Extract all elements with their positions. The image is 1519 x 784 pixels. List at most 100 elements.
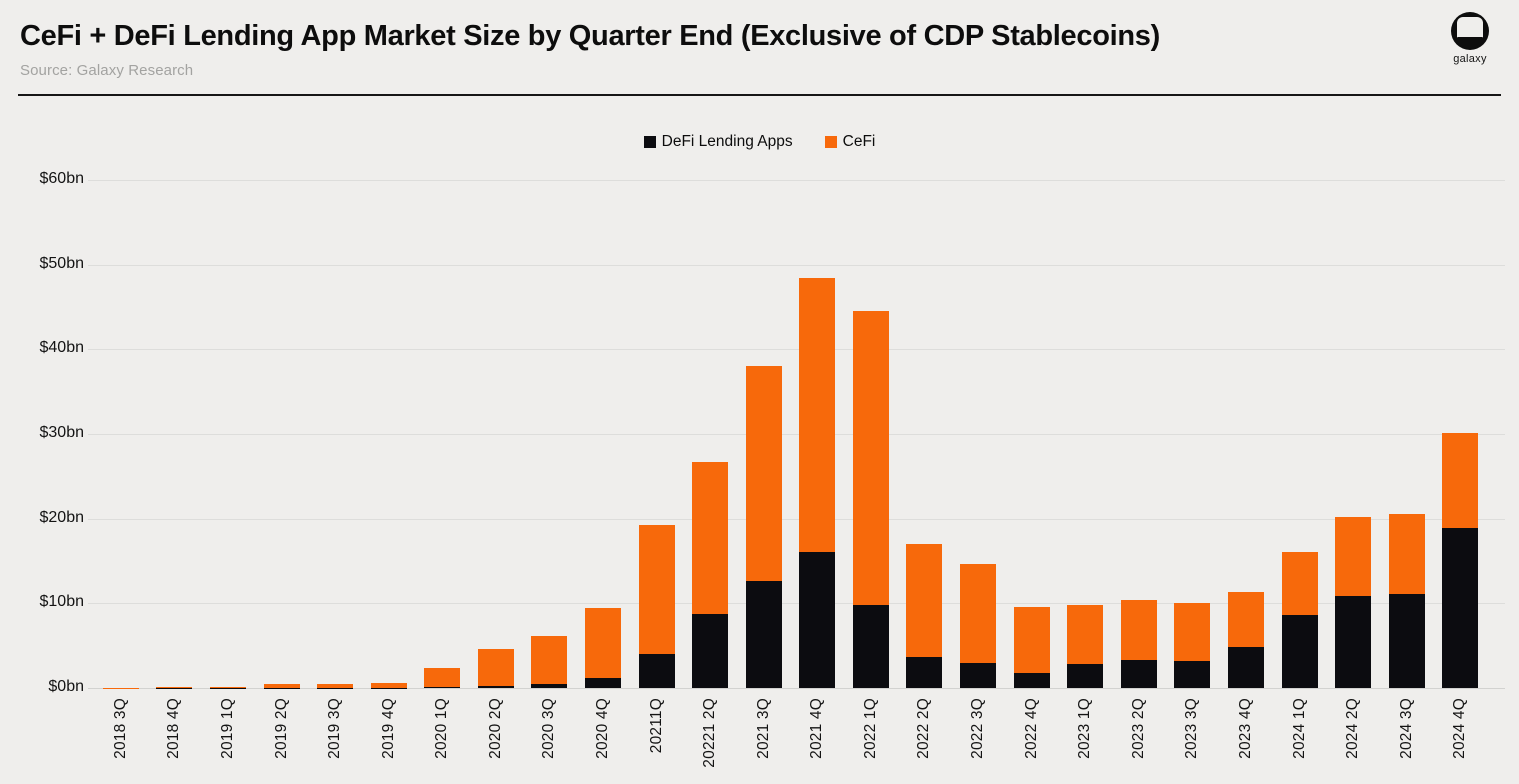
- bar-segment-cefi: [1174, 602, 1211, 661]
- bar-20221-2q: [692, 461, 729, 688]
- bar-segment-defi: [477, 686, 514, 688]
- x-tick-label: 2024 1Q: [1290, 698, 1308, 759]
- bar-2022-3q: [960, 564, 996, 688]
- bar-segment-cefi: [156, 686, 193, 688]
- bar-segment-cefi: [317, 684, 354, 688]
- gridline-0bn: [88, 688, 1505, 689]
- x-tick-label: 2022 4Q: [1022, 698, 1040, 759]
- galaxy-logo-bar: [1457, 37, 1483, 44]
- x-tick-label: 2024 2Q: [1344, 698, 1362, 759]
- cefi-swatch-icon: [824, 136, 837, 148]
- bar-2024-3q: [1388, 514, 1425, 688]
- x-tick-label: 2018 4Q: [165, 698, 183, 759]
- bar-segment-cefi: [692, 461, 729, 614]
- plot-grid: [88, 0, 1505, 784]
- bar-2024-1q: [1281, 551, 1318, 688]
- bar-2023-1q: [1067, 605, 1104, 688]
- bar-segment-cefi: [1067, 605, 1104, 665]
- legend-item-defi: DeFi Lending Apps: [643, 133, 793, 151]
- gridline-30bn: [88, 434, 1505, 435]
- bar-segment-defi: [1335, 595, 1372, 688]
- galaxy-logo-text: galaxy: [1453, 53, 1487, 65]
- x-tick-label: 2022 1Q: [861, 698, 879, 759]
- x-tick-label: 2023 1Q: [1076, 698, 1094, 759]
- bar-segment-defi: [745, 580, 782, 688]
- bar-2022-4q: [1013, 606, 1050, 688]
- x-tick-label: 2018 3Q: [111, 698, 129, 759]
- bar-2021-4q: [799, 278, 836, 688]
- bar-segment-defi: [424, 687, 461, 688]
- bar-segment-cefi: [370, 683, 407, 688]
- y-tick-label: $0bn: [48, 678, 84, 695]
- bar-segment-cefi: [745, 366, 782, 581]
- y-tick-label: $40bn: [39, 339, 85, 357]
- bar-segment-defi: [906, 656, 943, 688]
- gridline-60bn: [88, 180, 1505, 181]
- bar-segment-cefi: [1227, 591, 1264, 647]
- gridline-20bn: [88, 518, 1505, 520]
- bar-segment-defi: [852, 605, 889, 688]
- bar-segment-cefi: [424, 667, 461, 688]
- x-tick-label: 2022 2Q: [915, 698, 933, 759]
- bar-segment-cefi: [638, 525, 675, 655]
- bar-2020-3q: [531, 636, 568, 688]
- bar-2020-4q: [585, 607, 621, 688]
- bar-segment-cefi: [1335, 517, 1372, 596]
- x-tick-label: 2024 3Q: [1397, 698, 1415, 759]
- page-title: CeFi + DeFi Lending App Market Size by Q…: [20, 20, 1160, 52]
- x-tick-label: 2021 3Q: [754, 698, 772, 759]
- x-tick-label: 2024 4Q: [1451, 698, 1469, 759]
- bar-2019-2q: [263, 684, 300, 688]
- bar-segment-defi: [799, 551, 836, 688]
- bar-segment-defi: [638, 654, 675, 688]
- x-tick-label: 2023 2Q: [1129, 698, 1147, 759]
- y-tick-label: $50bn: [39, 254, 85, 272]
- bar-segment-cefi: [852, 311, 889, 605]
- bar-segment-defi: [1442, 528, 1479, 688]
- legend-label-defi: DeFi Lending Apps: [661, 133, 793, 150]
- x-tick-label: 2023 4Q: [1236, 698, 1254, 759]
- bar-segment-defi: [1013, 672, 1050, 688]
- bar-segment-cefi: [960, 564, 996, 663]
- x-tick-label: 2019 2Q: [272, 698, 290, 759]
- x-tick-label: 2020 1Q: [433, 698, 451, 759]
- header-divider: [18, 94, 1501, 96]
- galaxy-logo: galaxy: [1441, 12, 1499, 65]
- x-tick-label: 20221 2Q: [701, 698, 719, 768]
- bar-segment-cefi: [477, 649, 514, 687]
- x-tick-label: 20211Q: [647, 698, 665, 754]
- bars-area: [94, 180, 1487, 688]
- gridline-40bn: [88, 349, 1505, 351]
- bar-2023-4q: [1227, 591, 1264, 688]
- bar-segment-defi: [1227, 646, 1264, 688]
- x-tick-label: 2020 3Q: [540, 698, 558, 759]
- gridline-50bn: [88, 264, 1505, 266]
- x-tick-label: 2020 2Q: [486, 698, 504, 759]
- x-tick-label: 2022 3Q: [969, 698, 986, 759]
- legend-label-cefi: CeFi: [842, 133, 876, 150]
- bar-segment-cefi: [209, 686, 246, 688]
- x-axis-labels: 2018 3Q 2018 4Q 2019 1Q 2019 2Q 2019 3Q 2019 …: [94, 0, 1487, 784]
- bar-2018-4q: [156, 686, 193, 688]
- galaxy-logo-icon: [1451, 12, 1489, 50]
- bar-2023-3q: [1174, 602, 1211, 688]
- bar-segment-cefi: [1281, 551, 1318, 616]
- bar-segment-defi: [1067, 664, 1104, 688]
- bar-segment-cefi: [1388, 514, 1425, 594]
- gridline-10bn: [88, 603, 1505, 605]
- bar-segment-cefi: [1013, 606, 1050, 673]
- source-caption: Source: Galaxy Research: [20, 62, 194, 79]
- bar-2024-4q: [1442, 433, 1479, 688]
- bar-segment-defi: [531, 683, 568, 688]
- y-tick-label: $30bn: [39, 424, 85, 441]
- x-tick-label: 2021 4Q: [808, 698, 826, 759]
- bar-2019-1q: [209, 686, 246, 688]
- y-tick-label: $20bn: [39, 508, 85, 526]
- bar-segment-cefi: [799, 278, 836, 552]
- bar-segment-cefi: [1442, 433, 1479, 528]
- bar-segment-defi: [960, 662, 996, 688]
- bar-2022-1q: [852, 311, 889, 688]
- bar-2019-3q: [317, 684, 354, 688]
- y-tick-label: $60bn: [39, 170, 85, 187]
- bar-segment-cefi: [906, 544, 943, 657]
